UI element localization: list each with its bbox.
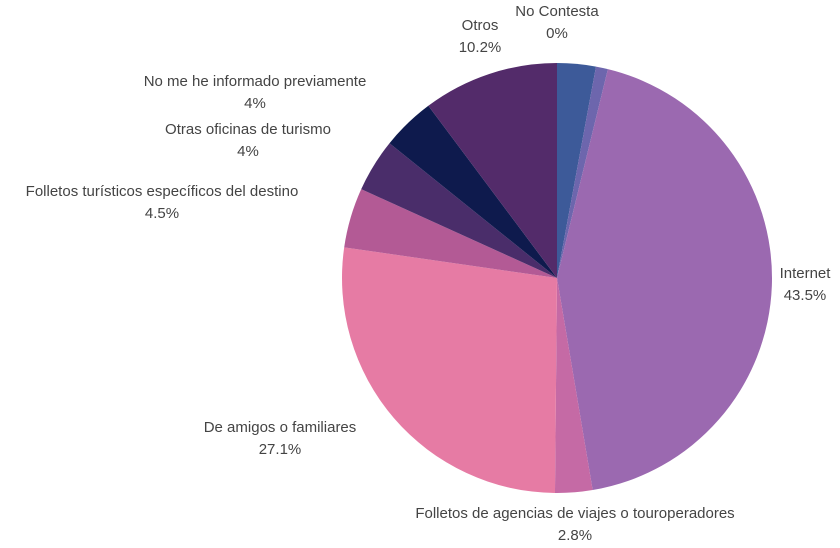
pie-slice <box>557 63 596 278</box>
pie-slice <box>344 189 557 278</box>
slice-label: Folletos turísticos específicos del dest… <box>26 183 299 200</box>
pie-slice <box>428 63 557 278</box>
slice-label: De amigos o familiares <box>204 419 357 436</box>
slice-value: 4% <box>237 143 259 160</box>
slice-label: Otras oficinas de turismo <box>165 121 331 138</box>
pie-slice <box>554 278 593 493</box>
slice-value: 10.2% <box>459 39 502 56</box>
slice-label: Folletos de agencias de viajes o tourope… <box>415 505 734 522</box>
slice-value: 4.5% <box>145 205 179 222</box>
slice-label: No me he informado previamente <box>144 73 367 90</box>
slice-label: Internet <box>780 265 832 282</box>
pie-slice <box>341 247 557 493</box>
slice-value: 2.8% <box>558 527 592 544</box>
pie-slice <box>557 69 772 491</box>
slice-value: 27.1% <box>259 441 302 458</box>
slice-value: 0% <box>546 25 568 42</box>
slice-label: Otros <box>462 17 499 34</box>
pie-slice <box>361 143 557 278</box>
pie-slice <box>557 66 608 278</box>
slice-label: No Contesta <box>515 3 599 20</box>
slice-value: 4% <box>244 95 266 112</box>
slice-value: 43.5% <box>784 287 827 304</box>
pie-slice <box>389 105 557 278</box>
